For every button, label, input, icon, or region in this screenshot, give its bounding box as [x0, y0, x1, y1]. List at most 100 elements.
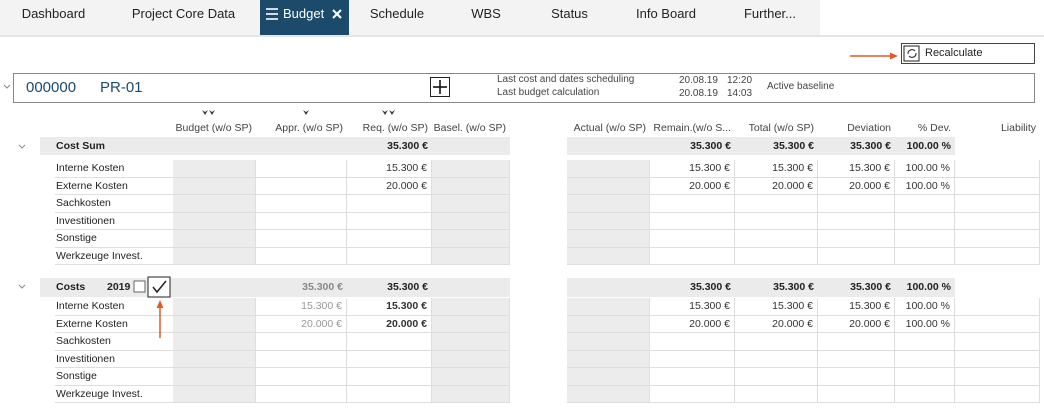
cell: 20.000 € — [650, 315, 735, 333]
cell — [256, 333, 347, 351]
tab[interactable]: Project Core Data — [131, 6, 236, 21]
column-header: Liability — [1000, 122, 1036, 134]
cell — [432, 160, 510, 178]
row-label: Investitionen — [56, 352, 115, 365]
info-time: 14:03 — [727, 88, 753, 99]
cell — [650, 385, 735, 403]
cell — [256, 177, 347, 195]
tab[interactable]: Schedule — [369, 6, 425, 21]
row-label: Interne Kosten — [56, 162, 125, 174]
cell — [173, 350, 256, 368]
cell — [895, 333, 955, 351]
cell — [955, 298, 1040, 316]
cell — [173, 333, 256, 351]
cell: 15.300 € — [735, 298, 818, 316]
row-label: Sachkosten — [56, 335, 111, 347]
cell — [173, 212, 256, 230]
recalculate-button[interactable] — [901, 43, 1035, 64]
row-label: Sachkosten — [56, 197, 111, 209]
tab-label[interactable]: Budget — [283, 6, 325, 21]
sort-icons — [202, 110, 395, 115]
cell — [432, 247, 510, 265]
cell — [895, 195, 955, 213]
cell — [735, 368, 818, 386]
tab[interactable]: Status — [551, 6, 588, 21]
cell — [256, 350, 347, 368]
column-header: Appr. (w/o SP) — [275, 122, 343, 134]
column-header: Deviation — [847, 122, 891, 134]
row-label: Externe Kosten — [56, 179, 128, 192]
recalculate-label[interactable]: Recalculate — [925, 47, 983, 59]
column-header: % Dev. — [917, 122, 951, 134]
cell — [895, 350, 955, 368]
total-cell: 35.300 € — [387, 281, 428, 293]
cell — [955, 160, 1040, 178]
cell: 20.000 € — [347, 315, 432, 333]
cell — [567, 385, 650, 403]
cell — [347, 212, 432, 230]
cell — [173, 195, 256, 213]
cell — [256, 160, 347, 178]
cell — [347, 350, 432, 368]
cell — [256, 385, 347, 403]
cell — [432, 333, 510, 351]
column-header: Actual (w/o SP) — [573, 122, 646, 134]
cell: 20.000 € — [818, 315, 895, 333]
cell — [256, 247, 347, 265]
section-title: Costs — [56, 281, 86, 293]
cell — [173, 385, 256, 403]
cell — [650, 230, 735, 248]
cell — [432, 298, 510, 316]
tab[interactable]: WBS — [471, 6, 501, 21]
row-label: Werkzeuge Invest. — [56, 387, 143, 400]
section-title: Cost Sum — [56, 140, 106, 152]
total-cell: 35.300 € — [690, 140, 731, 152]
cell — [173, 160, 256, 178]
cell: 20.000 € — [650, 177, 735, 195]
cell: 100.00 % — [895, 177, 955, 195]
baseline-label: Active baseline — [767, 81, 835, 92]
total-cell: 35.300 € — [850, 140, 891, 152]
cell: 20.000 € — [818, 177, 895, 195]
total-cell: 100.00 % — [906, 281, 951, 293]
cell — [735, 247, 818, 265]
cell — [432, 177, 510, 195]
cell — [955, 350, 1040, 368]
cell — [650, 368, 735, 386]
cell — [650, 333, 735, 351]
cell — [567, 350, 650, 368]
cell — [347, 368, 432, 386]
cell — [818, 212, 895, 230]
info-label: Last budget calculation — [497, 87, 600, 98]
tab[interactable]: Dashboard — [21, 6, 86, 21]
add-button[interactable] — [430, 77, 450, 97]
row-label: Externe Kosten — [56, 317, 128, 330]
cell — [173, 230, 256, 248]
row-label: Interne Kosten — [56, 300, 125, 312]
tab[interactable]: Further... — [743, 6, 797, 21]
cell — [347, 230, 432, 248]
total-cell: 35.300 € — [850, 281, 891, 293]
info-time: 12:20 — [727, 75, 753, 86]
cell — [650, 195, 735, 213]
project-box — [13, 73, 1035, 103]
cell — [567, 368, 650, 386]
cell — [173, 368, 256, 386]
cell — [955, 385, 1040, 403]
project-number: 000000 — [26, 79, 77, 96]
cell — [955, 368, 1040, 386]
cell: 15.300 € — [347, 298, 432, 316]
cell — [955, 177, 1040, 195]
tab[interactable]: Info Board — [636, 6, 696, 21]
cell — [567, 315, 650, 333]
info-date: 20.08.19 — [679, 88, 718, 99]
cell — [650, 247, 735, 265]
cell — [895, 368, 955, 386]
cell — [432, 315, 510, 333]
cell — [432, 230, 510, 248]
cell: 20.000 € — [347, 177, 432, 195]
cell — [818, 247, 895, 265]
cell — [256, 230, 347, 248]
cell — [955, 333, 1040, 351]
